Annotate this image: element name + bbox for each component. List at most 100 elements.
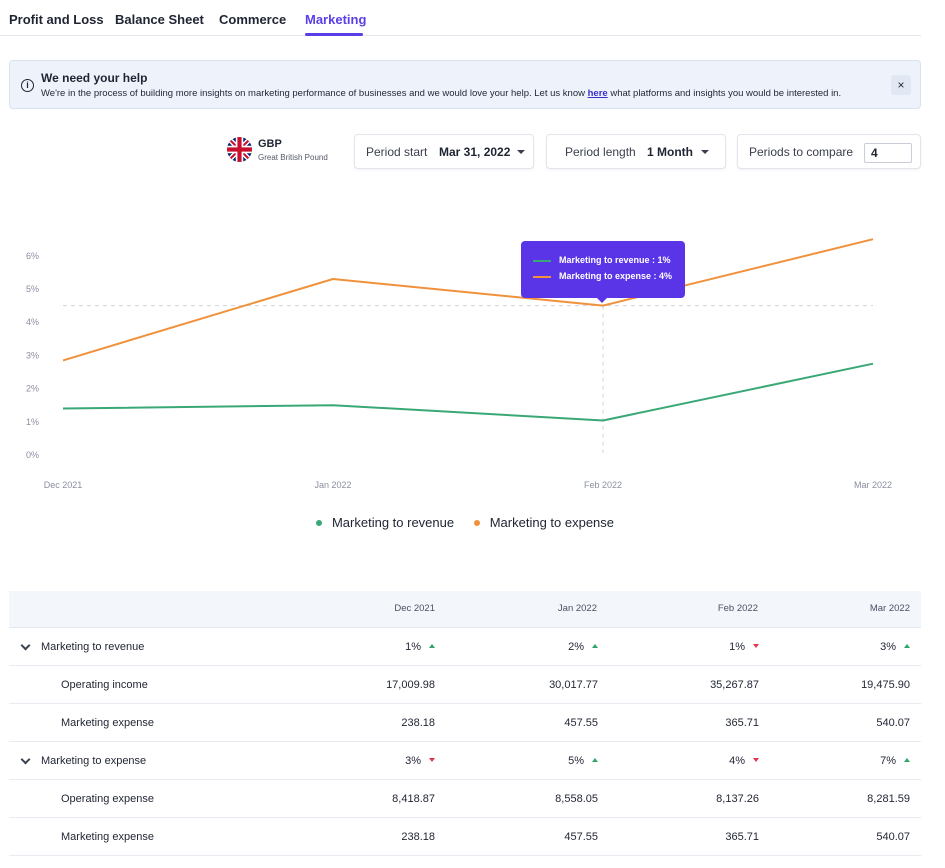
table-cell: 365.71 — [725, 717, 759, 729]
row-label: Operating expense — [61, 793, 154, 805]
x-tick-label: Mar 2022 — [854, 480, 892, 490]
chart-tooltip: Marketing to revenue : 1% Marketing to e… — [521, 241, 685, 298]
period-start-label: Period start — [366, 145, 428, 159]
table-cell: 3% — [295, 755, 435, 767]
tab-commerce[interactable]: Commerce — [219, 12, 287, 27]
column-header: Mar 2022 — [869, 603, 910, 614]
trend-down-icon — [753, 644, 759, 649]
trend-up-icon — [904, 644, 910, 649]
y-tick-label: 2% — [26, 384, 39, 394]
help-banner: i We need your help We're in the process… — [9, 60, 921, 109]
chart-legend: Marketing to revenue Marketing to expens… — [0, 515, 930, 531]
banner-title: We need your help — [41, 71, 148, 85]
column-header: Dec 2021 — [394, 603, 435, 614]
tab-profit-and-loss[interactable]: Profit and Loss — [9, 12, 104, 27]
trend-down-icon — [753, 758, 759, 763]
period-length-value: 1 Month — [647, 145, 693, 159]
periods-to-compare-input[interactable] — [864, 143, 912, 163]
marketing-line-chart: 0% 1% 2% 3% 4% 5% 6% Dec 2021 Jan 2022 Feb 2022 Ma… — [26, 238, 892, 490]
cell-value: 3% — [880, 641, 896, 653]
period-length-label: Period length — [565, 145, 636, 159]
table-cell: 238.18 — [401, 831, 435, 843]
chevron-down-icon — [701, 150, 709, 154]
table-row-operating-expense: Operating expense 8,418.87 8,558.05 8,13… — [9, 780, 921, 818]
table-cell: 8,418.87 — [392, 793, 435, 805]
table-cell: 540.07 — [876, 717, 910, 729]
table-cell: 8,137.26 — [716, 793, 759, 805]
banner-text: We're in the process of building more in… — [41, 88, 841, 99]
x-tick-label: Feb 2022 — [584, 480, 622, 490]
cell-value: 4% — [729, 755, 745, 767]
chevron-down-icon[interactable] — [20, 640, 31, 651]
y-tick-label: 1% — [26, 417, 39, 427]
trend-up-icon — [904, 758, 910, 763]
table-row-marketing-to-revenue: Marketing to revenue 1% 2% 1% 3% — [9, 628, 921, 666]
series-line-marketing-to-expense — [62, 238, 874, 362]
tooltip-row-expense: Marketing to expense : 4% — [533, 271, 672, 281]
table-cell: 540.07 — [876, 831, 910, 843]
y-tick-label: 6% — [26, 251, 39, 261]
table-row-marketing-to-expense: Marketing to expense 3% 5% 4% 7% — [9, 742, 921, 780]
y-tick-label: 0% — [26, 450, 39, 460]
close-icon[interactable]: × — [891, 75, 911, 95]
table-cell: 4% — [619, 755, 759, 767]
row-label: Operating income — [61, 679, 148, 691]
banner-text-end: what platforms and insights you would be… — [607, 88, 842, 99]
tab-marketing[interactable]: Marketing — [305, 12, 367, 27]
table-cell: 35,267.87 — [710, 679, 759, 691]
table-cell: 1% — [619, 641, 759, 653]
uk-flag-icon — [227, 137, 252, 162]
banner-link-here[interactable]: here — [587, 88, 608, 99]
trend-down-icon — [429, 758, 435, 763]
row-label: Marketing to revenue — [41, 641, 145, 653]
table-cell: 3% — [770, 641, 910, 653]
cell-value: 1% — [729, 641, 745, 653]
column-header: Jan 2022 — [557, 603, 597, 614]
legend-item-expense[interactable]: Marketing to expense — [473, 515, 614, 530]
currency-code: GBP — [258, 138, 282, 150]
table-cell: 1% — [295, 641, 435, 653]
y-tick-label: 5% — [26, 284, 39, 294]
table-cell: 8,281.59 — [867, 793, 910, 805]
trend-up-icon — [429, 644, 435, 649]
table-cell: 7% — [770, 755, 910, 767]
chevron-down-icon — [517, 150, 525, 154]
table-cell: 238.18 — [401, 717, 435, 729]
tooltip-pointer — [596, 297, 608, 303]
revenue-dot-icon — [315, 519, 322, 526]
tab-balance-sheet[interactable]: Balance Sheet — [115, 12, 204, 27]
table-row-marketing-expense: Marketing expense 238.18 457.55 365.71 5… — [9, 704, 921, 742]
period-start-dropdown[interactable]: Period start Mar 31, 2022 — [354, 134, 534, 169]
tooltip-row-revenue: Marketing to revenue : 1% — [533, 255, 671, 265]
table-cell: 457.55 — [564, 717, 598, 729]
table-cell: 457.55 — [564, 831, 598, 843]
x-tick-label: Dec 2021 — [44, 480, 83, 490]
chevron-down-icon[interactable] — [20, 754, 31, 765]
periods-to-compare-label: Periods to compare — [749, 145, 854, 159]
periods-to-compare-control: Periods to compare — [737, 134, 921, 169]
row-label: Marketing expense — [61, 717, 154, 729]
table-cell: 19,475.90 — [861, 679, 910, 691]
cell-value: 3% — [405, 755, 421, 767]
series-line-marketing-to-revenue — [62, 362, 874, 422]
currency-name: Great British Pound — [258, 153, 328, 162]
expense-swatch — [533, 275, 551, 278]
legend-label-revenue: Marketing to revenue — [331, 515, 455, 530]
table-cell: 30,017.77 — [549, 679, 598, 691]
legend-item-revenue[interactable]: Marketing to revenue — [315, 515, 455, 530]
table-cell: 17,009.98 — [386, 679, 435, 691]
y-tick-label: 4% — [26, 317, 39, 327]
table-row-marketing-expense: Marketing expense 238.18 457.55 365.71 5… — [9, 818, 921, 856]
table-cell: 2% — [458, 641, 598, 653]
banner-text-start: We're in the process of building more in… — [41, 88, 588, 99]
period-start-value: Mar 31, 2022 — [439, 145, 511, 159]
expense-dot-icon — [473, 519, 480, 526]
table-cell: 8,558.05 — [555, 793, 598, 805]
table-header: Dec 2021 Jan 2022 Feb 2022 Mar 2022 — [9, 591, 921, 628]
period-length-dropdown[interactable]: Period length 1 Month — [546, 134, 726, 169]
y-tick-label: 3% — [26, 350, 39, 360]
tab-bar: Profit and Loss Balance Sheet Commerce M… — [0, 0, 921, 36]
trend-up-icon — [592, 644, 598, 649]
row-label: Marketing to expense — [41, 755, 147, 767]
cell-value: 7% — [880, 755, 896, 767]
